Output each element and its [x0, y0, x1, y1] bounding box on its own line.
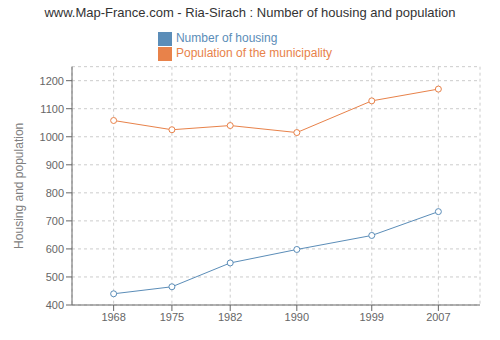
svg-text:500: 500 — [46, 271, 64, 283]
html-text:Number of housing: Number of housing — [176, 31, 278, 45]
svg-text:1200: 1200 — [40, 75, 64, 87]
svg-text:700: 700 — [46, 215, 64, 227]
svg-text:2007: 2007 — [426, 311, 450, 323]
svg-text:1968: 1968 — [101, 311, 125, 323]
svg-text:800: 800 — [46, 187, 64, 199]
svg-text:1999: 1999 — [360, 311, 384, 323]
html-text:www.Map-France.com - Ria-Sirac: www.Map-France.com - Ria-Sirach : Number… — [44, 5, 456, 20]
svg-text:1990: 1990 — [285, 311, 309, 323]
svg-text:1000: 1000 — [40, 131, 64, 143]
html-text:Population of the municipality: Population of the municipality — [176, 45, 332, 60]
svg-text:1100: 1100 — [40, 103, 64, 115]
svg-text:1975: 1975 — [160, 311, 184, 323]
svg-text:900: 900 — [46, 159, 64, 171]
svg-text:600: 600 — [46, 243, 64, 255]
svg-text:1982: 1982 — [218, 311, 242, 323]
svg-text:Housing and population: Housing and population — [12, 123, 26, 249]
svg-text:400: 400 — [46, 299, 64, 311]
